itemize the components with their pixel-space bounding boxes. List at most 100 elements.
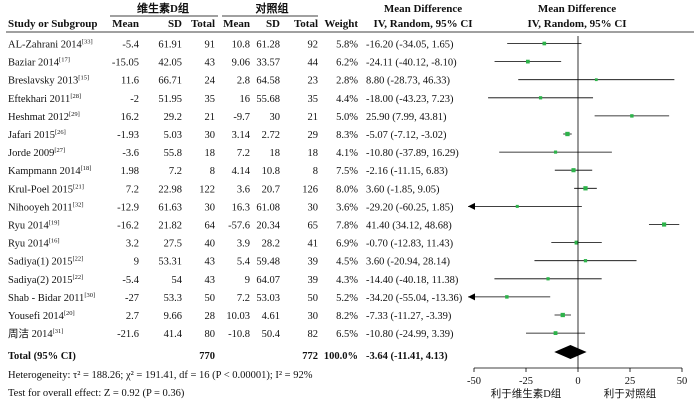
mean2-cell: -10.8 — [228, 329, 250, 340]
table-row: Baziar 2014[17] -15.05 42.05 43 9.06 33.57 44 6… — [8, 57, 457, 69]
sd2-cell: 33.57 — [256, 58, 280, 69]
effect-square — [583, 186, 588, 191]
mean2-cell: 7.2 — [237, 148, 250, 159]
weight-cell: 4.3% — [336, 275, 358, 286]
weight-cell: 4.1% — [336, 148, 358, 159]
mean2-cell: -9.7 — [233, 112, 250, 123]
effect-square — [571, 168, 576, 173]
study-ref: [31] — [53, 328, 64, 335]
total2-cell: 65 — [308, 221, 319, 232]
effect-square — [583, 259, 588, 263]
mean2-cell: 3.9 — [237, 239, 250, 250]
total2-cell: 39 — [308, 275, 319, 286]
x-tick-label: 25 — [625, 376, 636, 387]
study-name: Krul-Poel 2015[21] — [8, 183, 84, 195]
table-row: 周洁 2014[31] -21.6 41.4 80 -10.8 50.4 82 6.5% -10… — [8, 327, 454, 340]
mean1-cell: -2 — [130, 94, 139, 105]
total1-cell: 30 — [205, 130, 216, 141]
study-ref: [17] — [59, 57, 70, 64]
md-ci-cell: -10.80 (-24.99, 3.39) — [366, 329, 454, 340]
weight-cell: 5.2% — [336, 293, 358, 304]
mean1-cell: -3.6 — [122, 148, 139, 159]
md-ci-cell: -24.11 (-40.12, -8.10) — [366, 58, 457, 69]
study-ref: [19] — [49, 220, 60, 227]
total1-cell: 122 — [199, 184, 215, 195]
sd1-cell: 27.5 — [164, 239, 182, 250]
study-name: Heshmat 2012[29] — [8, 111, 80, 123]
study-name: Jafari 2015[26] — [8, 129, 66, 141]
mean2-cell: 5.4 — [237, 257, 251, 268]
total1-cell: 21 — [205, 112, 216, 123]
x-axis-ticks: -50 -25 0 25 50 — [467, 368, 687, 387]
mean1-cell: 9 — [134, 257, 139, 268]
mean2-cell: 2.8 — [237, 76, 250, 87]
study-name: Jorde 2009[27] — [8, 147, 65, 159]
mean1-cell: -5.4 — [122, 275, 139, 286]
total1-cell: 43 — [205, 58, 216, 69]
md-ci-cell: -10.80 (-37.89, 16.29) — [366, 148, 459, 159]
total1-cell: 80 — [205, 329, 216, 340]
favours-left-label: 利于维生素D组 — [491, 387, 562, 400]
study-ref: [27] — [54, 147, 65, 154]
weight-header: Weight — [324, 18, 358, 30]
md-ci-cell: 8.80 (-28.73, 46.33) — [366, 76, 450, 87]
favours-right-label: 利于对照组 — [604, 387, 657, 400]
mean2-cell: 16 — [240, 94, 251, 105]
md-ci-cell: -5.07 (-7.12, -3.02) — [366, 130, 447, 141]
total-n1: 770 — [199, 351, 215, 362]
md-ci-cell: -2.16 (-11.15, 6.83) — [366, 166, 448, 177]
mean1-cell: 7.2 — [126, 184, 139, 195]
study-name: Yousefi 2014[20] — [8, 310, 75, 322]
table-row: Ryu 2014[19] -16.2 21.82 64 -57.6 20.34 65 7.8%… — [8, 220, 452, 232]
sd2-cell: 61.28 — [256, 40, 280, 51]
effect-square — [630, 114, 634, 118]
study-ref: [21] — [73, 183, 84, 190]
mean2-cell: 7.2 — [237, 293, 250, 304]
sd1-cell: 66.71 — [158, 76, 182, 87]
effect-square — [560, 312, 565, 318]
total2-cell: 30 — [308, 311, 319, 322]
mean2-header: Mean — [223, 18, 250, 30]
study-ref: [28] — [70, 93, 81, 100]
total-n2: 772 — [302, 351, 318, 362]
table-row: Eftekhari 2011[28] -2 51.95 35 16 55.68 35 4.4%… — [8, 93, 454, 105]
table-row: Jafari 2015[26] -1.93 5.03 30 3.14 2.72 29 8.3%… — [8, 129, 447, 141]
total1-cell: 50 — [205, 293, 216, 304]
md-ci-cell: -29.20 (-60.25, 1.85) — [366, 202, 454, 213]
effect-square — [594, 78, 598, 82]
sd1-cell: 55.8 — [164, 148, 182, 159]
study-ref: [32] — [73, 201, 84, 208]
weight-cell: 8.0% — [336, 184, 358, 195]
effect-square — [574, 240, 579, 245]
md-header-sub: IV, Random, 95% CI — [373, 18, 472, 30]
md-ci-cell: -18.00 (-43.23, 7.23) — [366, 94, 454, 105]
table-row: AL-Zahrani 2014[33] -5.4 61.91 91 10.8 61.28 9… — [8, 39, 454, 51]
mean1-cell: -27 — [125, 293, 139, 304]
sd2-cell: 64.07 — [256, 275, 280, 286]
total-ci: -3.64 (-11.41, 4.13) — [366, 351, 448, 362]
sd1-cell: 54 — [172, 275, 183, 286]
study-ref: [20] — [64, 310, 75, 317]
sd2-cell: 18 — [270, 148, 281, 159]
sd2-cell: 4.61 — [262, 311, 280, 322]
weight-cell: 7.8% — [336, 221, 358, 232]
study-name: Nihooyeh 2011[32] — [8, 201, 84, 213]
sd1-header: SD — [168, 18, 182, 30]
study-name: AL-Zahrani 2014[33] — [8, 39, 93, 51]
sd1-cell: 7.2 — [169, 166, 182, 177]
total2-cell: 23 — [308, 76, 319, 87]
study-ref: [26] — [55, 129, 66, 136]
total1-cell: 43 — [205, 275, 216, 286]
mean1-cell: -21.6 — [117, 329, 139, 340]
ci-arrow — [468, 202, 475, 210]
weight-cell: 6.5% — [336, 329, 358, 340]
sd2-cell: 59.48 — [256, 257, 280, 268]
mean2-cell: -57.6 — [228, 221, 250, 232]
mean1-cell: -15.05 — [112, 58, 139, 69]
sd1-cell: 41.4 — [164, 329, 183, 340]
total2-cell: 18 — [308, 148, 319, 159]
table-row: Kampmann 2014[18] 1.98 7.2 8 4.14 10.8 8 7.5% -2… — [8, 165, 448, 177]
x-tick-label: -25 — [519, 376, 533, 387]
study-name: Shab - Bidar 2011[30] — [8, 292, 95, 304]
plot-header-title: Mean Difference — [538, 3, 616, 15]
